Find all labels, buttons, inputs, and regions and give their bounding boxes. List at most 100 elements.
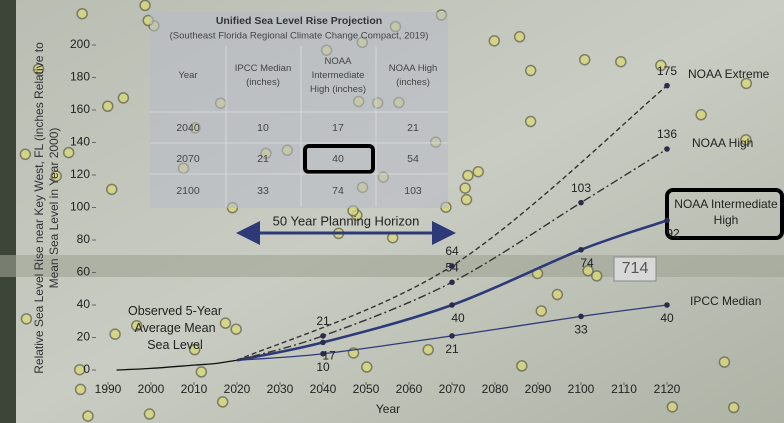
data-label: 74 bbox=[580, 256, 594, 270]
left-edge bbox=[0, 0, 16, 423]
decor-dot bbox=[524, 115, 537, 128]
decor-dot bbox=[422, 344, 434, 356]
decor-dot bbox=[106, 183, 118, 196]
table-cell: 54 bbox=[407, 153, 419, 165]
decor-dot bbox=[102, 100, 114, 113]
x-tick-label: 2070 bbox=[439, 382, 466, 396]
data-point bbox=[664, 146, 670, 152]
x-tick-label: 2040 bbox=[310, 382, 337, 396]
data-point bbox=[320, 350, 326, 357]
road bbox=[0, 255, 784, 277]
table-cell: 17 bbox=[332, 122, 344, 134]
decor-dot bbox=[73, 363, 86, 376]
decor-dot bbox=[740, 134, 752, 146]
highlight-box bbox=[303, 144, 375, 174]
y-tick-label: 160 bbox=[70, 102, 90, 116]
data-point bbox=[664, 82, 670, 89]
table-cell: 2100 bbox=[176, 185, 200, 197]
decor-dot bbox=[143, 408, 156, 420]
table-cell: 40 bbox=[332, 153, 344, 165]
decor-dot bbox=[74, 383, 87, 396]
decor-dot bbox=[472, 165, 485, 178]
highlight-box bbox=[665, 188, 784, 240]
data-label: 21 bbox=[316, 314, 330, 328]
table-title: Unified Sea Level Rise Projection bbox=[216, 15, 382, 27]
decor-dot bbox=[578, 53, 591, 66]
decor-dot bbox=[462, 169, 474, 182]
decor-dot bbox=[19, 148, 32, 161]
table-header: NOAA Intermediate High (inches) bbox=[310, 56, 366, 95]
decor-dot bbox=[130, 319, 143, 332]
decor-dot bbox=[615, 55, 627, 68]
y-tick-label: 200 bbox=[70, 37, 90, 51]
data-point bbox=[449, 263, 455, 269]
x-tick-label: 2120 bbox=[654, 382, 681, 396]
decor-dot bbox=[195, 366, 208, 378]
table-header-cell: Year bbox=[178, 70, 198, 81]
x-tick-label: 2030 bbox=[267, 382, 294, 396]
decor-dot bbox=[551, 288, 564, 301]
y-tick-label: 120 bbox=[70, 167, 90, 181]
decor-dot bbox=[513, 31, 526, 43]
table-cell: 2070 bbox=[176, 153, 200, 165]
x-tick-label: 2060 bbox=[396, 382, 423, 396]
x-tick-label: 2080 bbox=[482, 382, 509, 396]
table-header: IPCC Median (inches) bbox=[234, 63, 292, 88]
data-point bbox=[664, 217, 670, 224]
y-tick-label: 60 bbox=[77, 265, 91, 279]
data-label: 33 bbox=[574, 323, 588, 337]
data-label: 64 bbox=[445, 244, 459, 258]
data-point bbox=[449, 302, 455, 308]
x-tick-label: 1990 bbox=[95, 382, 122, 396]
decor-dot bbox=[488, 35, 500, 47]
x-tick-label: 2090 bbox=[525, 382, 552, 396]
data-label: 103 bbox=[571, 181, 591, 195]
decor-dot bbox=[655, 59, 667, 72]
decor-dot bbox=[459, 182, 471, 194]
data-label: 136 bbox=[657, 127, 677, 141]
y-tick-label: 80 bbox=[77, 232, 91, 246]
y-tick-label: 180 bbox=[70, 70, 90, 84]
table-subtitle: (Southeast Florida Regional Climate Chan… bbox=[170, 31, 429, 42]
table-header: NOAA High (inches) bbox=[388, 63, 438, 88]
x-axis-label: Year bbox=[376, 402, 400, 416]
decor-dot bbox=[62, 146, 75, 159]
x-tick-label: 2100 bbox=[568, 382, 595, 396]
data-label: 175 bbox=[657, 64, 677, 78]
series-line bbox=[116, 359, 238, 371]
series-label: IPCC Median bbox=[690, 294, 761, 308]
y-axis-label: Relative Sea Level Rise near Key West, F… bbox=[32, 42, 61, 374]
data-label: 10 bbox=[316, 360, 330, 374]
decor-dot bbox=[718, 356, 731, 368]
decor-dot bbox=[50, 170, 62, 182]
x-tick-label: 2000 bbox=[138, 382, 165, 396]
data-point bbox=[320, 339, 326, 346]
decor-dot bbox=[32, 63, 45, 75]
data-point bbox=[578, 313, 584, 320]
decor-dot bbox=[582, 264, 594, 277]
table-cell: 74 bbox=[332, 185, 344, 197]
data-point bbox=[320, 333, 326, 339]
table-cell: 10 bbox=[257, 122, 269, 134]
series-label: NOAA Intermediate High bbox=[674, 197, 778, 227]
data-point bbox=[578, 199, 584, 206]
table-header: Year bbox=[178, 70, 198, 81]
table-header-cell: NOAA Intermediate High (inches) bbox=[310, 56, 366, 95]
y-tick-label: 40 bbox=[77, 297, 91, 311]
decor-dot bbox=[139, 0, 151, 12]
y-tick-label: 20 bbox=[77, 330, 91, 344]
y-tick-label: 140 bbox=[70, 135, 90, 149]
series-label: NOAA High bbox=[692, 136, 753, 150]
decor-dot bbox=[188, 343, 201, 356]
decor-dot bbox=[740, 77, 753, 90]
data-point bbox=[664, 302, 670, 308]
table-cell: 21 bbox=[407, 122, 419, 134]
annotation: 50 Year Planning Horizon bbox=[273, 213, 420, 228]
data-label: 92 bbox=[666, 227, 680, 241]
decor-dot bbox=[361, 361, 373, 373]
data-label: 40 bbox=[451, 311, 465, 325]
x-tick-label: 2010 bbox=[181, 382, 208, 396]
table-cell: 103 bbox=[404, 185, 422, 197]
decor-dot bbox=[727, 401, 740, 414]
